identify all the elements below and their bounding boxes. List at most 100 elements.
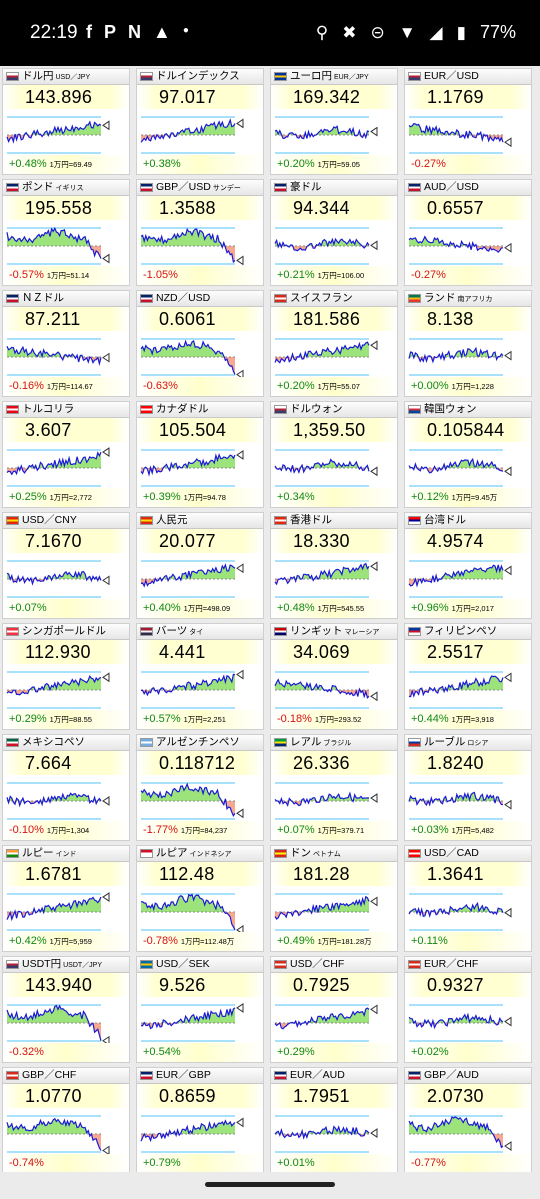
tile-header: アルゼンチンペソ	[137, 735, 263, 751]
tile-footer: +0.29% 1万円=88.55	[3, 710, 129, 729]
currency-tile[interactable]: EUR／AUD 1.7951 +0.01%	[270, 1067, 398, 1174]
flag-icon	[6, 72, 19, 81]
rate-value: 0.105844	[405, 418, 531, 442]
rate-value: 0.9327	[405, 973, 531, 997]
gain-area	[7, 346, 101, 357]
currency-tile[interactable]: ランド 南アフリカ 8.138 +0.00% 1万円=1,228	[404, 290, 532, 397]
tile-header: ランド 南アフリカ	[405, 291, 531, 307]
currency-tile[interactable]: USDT円 USDT／JPY 143.940 -0.32%	[2, 956, 130, 1063]
price-line	[6, 345, 102, 367]
currency-tile[interactable]: USD／CHF 0.7925 +0.29%	[270, 956, 398, 1063]
rate-value: 0.6061	[137, 307, 263, 331]
currency-tile[interactable]: ＮＺドル 87.211 -0.16% 1万円=114.67	[2, 290, 130, 397]
currency-tile[interactable]: アルゼンチンペソ 0.118712 -1.77% 1万円=84,237	[136, 734, 264, 841]
home-gesture-handle[interactable]	[205, 1182, 335, 1187]
current-marker-icon	[504, 242, 512, 253]
current-marker-icon	[236, 1002, 244, 1013]
currency-tile[interactable]: レアル ブラジル 26.336 +0.07% 1万円=379.71	[270, 734, 398, 841]
per-10000-yen: 1万円=3,918	[451, 715, 494, 724]
currency-tile[interactable]: ルーブル ロシア 1.8240 +0.03% 1万円=5,482	[404, 734, 532, 841]
price-line	[6, 1117, 102, 1151]
change-percent: +0.07%	[9, 602, 47, 614]
currency-tile[interactable]: バーツ タイ 4.441 +0.57% 1万円=2,251	[136, 623, 264, 730]
change-percent: +0.49%	[277, 935, 315, 947]
currency-tile[interactable]: USD／CNY 7.1670 +0.07%	[2, 512, 130, 619]
change-percent: +0.20%	[277, 380, 315, 392]
currency-tile[interactable]: AUD／USD 0.6557 -0.27%	[404, 179, 532, 286]
currency-tile[interactable]: 人民元 20.077 +0.40% 1万円=498.09	[136, 512, 264, 619]
rate-value: 1.0770	[3, 1084, 129, 1108]
currency-tile[interactable]: カナダドル 105.504 +0.39% 1万円=94.78	[136, 401, 264, 508]
currency-tile[interactable]: 豪ドル 94.344 +0.21% 1万円=106.00	[270, 179, 398, 286]
per-10000-yen: 1万円=51.14	[46, 271, 90, 280]
currency-tile[interactable]: ドル円 USD／JPY 143.896 +0.48% 1万円=69.49	[2, 68, 130, 175]
flag-icon	[408, 627, 421, 636]
tile-header: ルーブル ロシア	[405, 735, 531, 751]
currency-tile[interactable]: EUR／GBP 0.8659 +0.79%	[136, 1067, 264, 1174]
current-marker-icon	[370, 793, 378, 803]
flag-icon	[274, 183, 287, 192]
per-10000-yen: 1万円=5,482	[451, 826, 494, 835]
currency-tile[interactable]: メキシコペソ 7.664 -0.10% 1万円=1,304	[2, 734, 130, 841]
loss-area	[7, 357, 101, 364]
pair-title: ドルインデックス	[156, 70, 240, 82]
currency-tile[interactable]: USD／SEK 9.526 +0.54%	[136, 956, 264, 1063]
currency-tile[interactable]: GBP／USD サンデー 1.3588 -1.05%	[136, 179, 264, 286]
gain-area	[409, 123, 503, 135]
pair-title: レアル	[290, 736, 322, 748]
currency-tile[interactable]: ルピー インド 1.6781 +0.42% 1万円=5,959	[2, 845, 130, 952]
currency-tile[interactable]: ドン ベトナム 181.28 +0.49% 1万円=181.28万	[270, 845, 398, 952]
tile-header: 台湾ドル	[405, 513, 531, 529]
sparkline-chart	[6, 1115, 110, 1156]
price-line	[140, 453, 236, 477]
currency-tile[interactable]: スイスフラン 181.586 +0.20% 1万円=55.07	[270, 290, 398, 397]
tile-footer: +0.57% 1万円=2,251	[137, 710, 263, 729]
price-line	[408, 346, 504, 364]
price-line	[408, 235, 504, 254]
sparkline-chart	[408, 338, 512, 376]
currency-tile[interactable]: NZD／USD 0.6061 -0.63%	[136, 290, 264, 397]
currency-tile[interactable]: トルコリラ 3.607 +0.25% 1万円=2,772	[2, 401, 130, 508]
tile-footer: +0.07% 1万円=379.71	[271, 821, 397, 840]
sparkline-chart	[274, 449, 378, 487]
tile-footer: -0.32%	[3, 1043, 129, 1062]
change-percent: +0.02%	[411, 1046, 449, 1058]
rate-value: 143.896	[3, 85, 129, 109]
rate-value: 4.9574	[405, 529, 531, 553]
loss-area	[7, 1134, 101, 1151]
gain-area	[409, 236, 503, 246]
current-marker-icon	[504, 799, 512, 810]
currency-tile[interactable]: リンギット マレーシア 34.069 -0.18% 1万円=293.52	[270, 623, 398, 730]
tile-footer: -0.74%	[3, 1154, 129, 1173]
tile-footer: +0.29%	[271, 1043, 397, 1062]
currency-tile[interactable]: ドルインデックス 97.017 +0.38%	[136, 68, 264, 175]
change-percent: -0.16%	[9, 380, 44, 392]
price-line	[274, 678, 370, 699]
currency-tile[interactable]: GBP／AUD 2.0730 -0.77%	[404, 1067, 532, 1174]
currency-tile[interactable]: ユーロ円 EUR／JPY 169.342 +0.20% 1万円=59.05	[270, 68, 398, 175]
tile-footer: +0.40% 1万円=498.09	[137, 599, 263, 618]
currency-tile[interactable]: EUR／CHF 0.9327 +0.02%	[404, 956, 532, 1063]
currency-tile[interactable]: フィリピンペソ 2.5517 +0.44% 1万円=3,918	[404, 623, 532, 730]
currency-tile[interactable]: EUR／USD 1.1769 -0.27%	[404, 68, 532, 175]
currency-tile[interactable]: シンガポールドル 112.930 +0.29% 1万円=88.55	[2, 623, 130, 730]
pair-title: トルコリラ	[22, 403, 75, 415]
sparkline-chart	[140, 782, 244, 820]
sparkline-chart	[408, 893, 512, 931]
currency-tile[interactable]: ドルウォン 1,359.50 +0.34%	[270, 401, 398, 508]
tile-header: NZD／USD	[137, 291, 263, 307]
change-percent: +0.42%	[9, 935, 47, 947]
currency-tile[interactable]: 香港ドル 18.330 +0.48% 1万円=545.55	[270, 512, 398, 619]
currency-tile[interactable]: 台湾ドル 4.9574 +0.96% 1万円=2,017	[404, 512, 532, 619]
currency-tile[interactable]: ポンド イギリス 195.558 -0.57% 1万円=51.14	[2, 179, 130, 286]
currency-tile[interactable]: 韓国ウォン 0.105844 +0.12% 1万円=9.45万	[404, 401, 532, 508]
flag-icon	[6, 738, 19, 747]
currency-tile[interactable]: USD／CAD 1.3641 +0.11%	[404, 845, 532, 952]
currency-tile[interactable]: ルピア インドネシア 112.48 -0.78% 1万円=112.48万	[136, 845, 264, 952]
pair-title: EUR／AUD	[290, 1069, 345, 1081]
current-marker-icon	[504, 672, 512, 683]
sparkline-chart	[140, 338, 244, 379]
current-marker-icon	[102, 575, 110, 586]
currency-tile[interactable]: GBP／CHF 1.0770 -0.74%	[2, 1067, 130, 1174]
gain-area	[409, 348, 503, 357]
